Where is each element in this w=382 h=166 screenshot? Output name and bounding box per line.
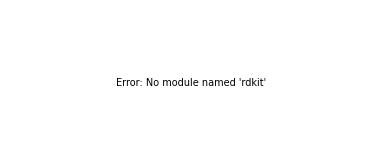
Text: Error: No module named 'rdkit': Error: No module named 'rdkit'	[116, 78, 266, 88]
